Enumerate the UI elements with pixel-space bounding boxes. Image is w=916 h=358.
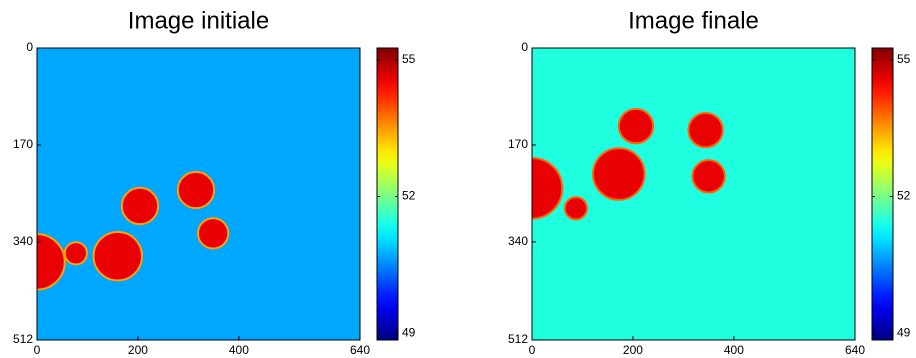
- colorbar-tick-label: 55: [897, 52, 911, 66]
- y-tick-label: 512: [13, 332, 33, 346]
- y-tick-label: 0: [521, 40, 528, 54]
- y-tick-label: 0: [26, 40, 33, 54]
- x-tick-label: 0: [34, 343, 41, 357]
- hot-spot: [176, 170, 216, 210]
- hot-spot: [532, 157, 564, 220]
- chart-title: Image finale: [628, 7, 759, 34]
- x-tick-label: 0: [529, 343, 536, 357]
- colorbar-tick-label: 52: [897, 189, 911, 203]
- hot-spot: [691, 159, 726, 194]
- hot-spot: [63, 241, 88, 266]
- hot-spot: [687, 111, 724, 149]
- axes-frame: [531, 47, 856, 341]
- axes-frame: [36, 47, 361, 341]
- hot-spot: [563, 196, 589, 221]
- image-background: [532, 48, 855, 340]
- image-content: [532, 107, 726, 221]
- hot-spot: [120, 186, 160, 226]
- y-tick-label: 512: [508, 332, 528, 346]
- x-tick-label: 200: [623, 343, 643, 357]
- y-tick-label: 170: [508, 137, 528, 151]
- colorbar-tick-label: 55: [402, 52, 416, 66]
- y-tick-label: 170: [13, 137, 33, 151]
- colorbar-tick-label: 49: [897, 325, 911, 339]
- colorbar-tick-label: 52: [402, 189, 416, 203]
- hot-spot: [37, 233, 66, 291]
- chart-title: Image initiale: [128, 7, 269, 34]
- hot-spot: [92, 230, 143, 282]
- colorbar-tick-label: 49: [402, 325, 416, 339]
- colorbar: [871, 47, 894, 341]
- hot-spot: [617, 107, 655, 145]
- y-tick-label: 340: [13, 234, 33, 248]
- x-tick-label: 640: [845, 343, 865, 357]
- hot-spot: [196, 217, 230, 250]
- x-tick-label: 200: [128, 343, 148, 357]
- x-tick-label: 400: [724, 343, 744, 357]
- x-tick-label: 640: [350, 343, 370, 357]
- y-tick-label: 340: [508, 234, 528, 248]
- image-content: [37, 170, 230, 291]
- hot-spot: [592, 147, 646, 201]
- x-tick-label: 400: [229, 343, 249, 357]
- colorbar: [376, 47, 399, 341]
